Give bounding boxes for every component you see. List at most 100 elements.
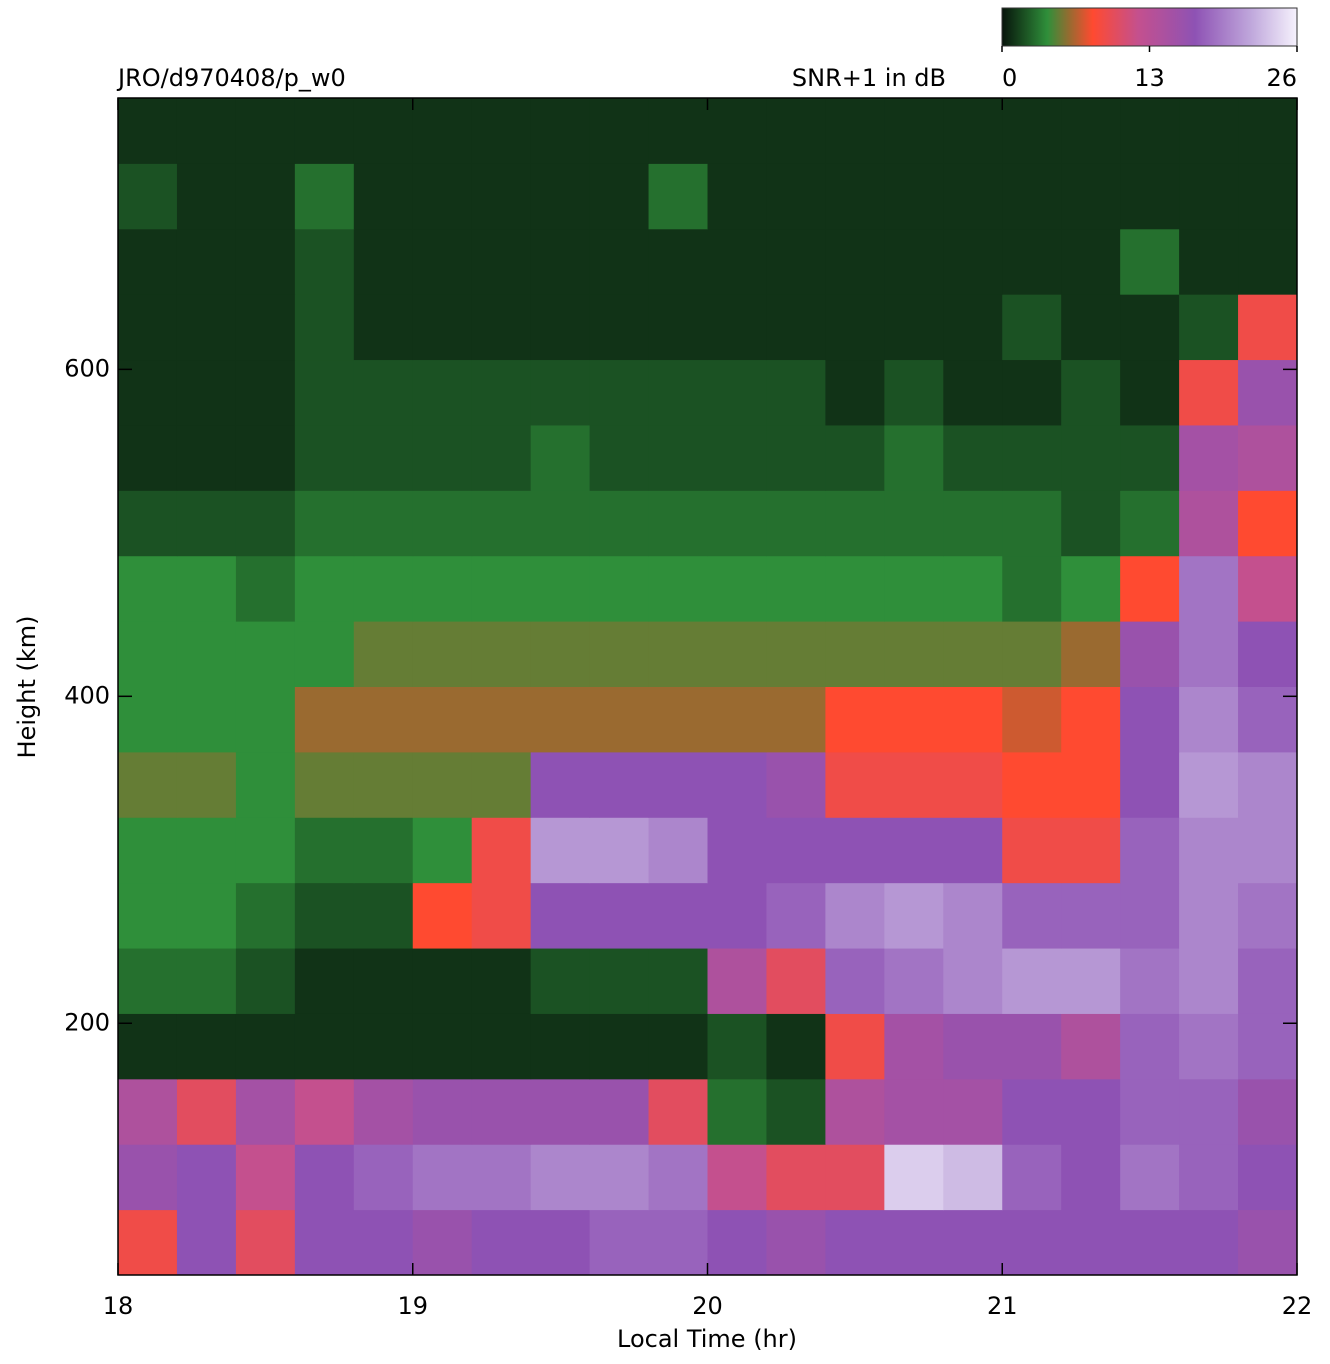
- heat-cell: [884, 752, 943, 818]
- heat-cell: [236, 556, 295, 622]
- heat-cell: [177, 752, 236, 818]
- heat-cell: [943, 883, 1002, 949]
- heat-cell: [118, 621, 177, 687]
- heat-cell: [884, 1013, 943, 1079]
- heat-cell: [943, 425, 1002, 491]
- heat-cell: [531, 621, 590, 687]
- heat-cell: [825, 1210, 884, 1276]
- heat-cell: [472, 1210, 531, 1276]
- y-tick-label: 400: [64, 681, 110, 709]
- heat-cell: [1002, 1210, 1061, 1276]
- heat-cell: [1002, 883, 1061, 949]
- heat-cell: [413, 752, 472, 818]
- heat-cell: [413, 883, 472, 949]
- heat-cell: [118, 817, 177, 883]
- heat-cell: [825, 556, 884, 622]
- heat-cell: [354, 425, 413, 491]
- heat-cell: [649, 1079, 708, 1145]
- heat-cell: [1120, 360, 1179, 426]
- heat-cell: [295, 817, 354, 883]
- heat-cell: [708, 817, 767, 883]
- heat-cell: [825, 687, 884, 753]
- heat-cell: [1179, 98, 1238, 164]
- heat-cell: [1179, 687, 1238, 753]
- heat-cell: [177, 817, 236, 883]
- heat-cell: [1238, 621, 1297, 687]
- heat-cell: [825, 163, 884, 229]
- heat-cell: [1179, 1144, 1238, 1210]
- colorbar: [1002, 8, 1297, 46]
- heat-cell: [943, 1079, 1002, 1145]
- heat-cell: [413, 425, 472, 491]
- heat-cell: [884, 360, 943, 426]
- heat-cell: [354, 98, 413, 164]
- y-axis-label: Height (km): [13, 616, 41, 759]
- heat-cell: [295, 98, 354, 164]
- heat-cell: [1061, 163, 1120, 229]
- heat-cell: [649, 1144, 708, 1210]
- heat-cell: [649, 883, 708, 949]
- heat-cell: [1120, 294, 1179, 360]
- heat-cell: [354, 1210, 413, 1276]
- heat-cell: [1179, 817, 1238, 883]
- heat-cell: [708, 490, 767, 556]
- heat-cell: [1120, 229, 1179, 295]
- heat-cell: [708, 621, 767, 687]
- heat-cell: [1238, 948, 1297, 1014]
- heat-cell: [531, 490, 590, 556]
- heat-cell: [295, 294, 354, 360]
- heat-cell: [177, 556, 236, 622]
- heat-cell: [531, 948, 590, 1014]
- heat-cell: [708, 98, 767, 164]
- heat-cell: [1061, 1079, 1120, 1145]
- heat-cell: [884, 948, 943, 1014]
- x-tick-label: 21: [987, 1292, 1018, 1320]
- heat-cell: [1002, 687, 1061, 753]
- heat-cell: [590, 1144, 649, 1210]
- heat-cell: [1179, 425, 1238, 491]
- y-tick-label: 600: [64, 354, 110, 382]
- heat-cell: [884, 1144, 943, 1210]
- heat-cell: [531, 294, 590, 360]
- heat-cell: [766, 948, 825, 1014]
- heat-cell: [708, 360, 767, 426]
- heat-cell: [295, 1013, 354, 1079]
- heat-cell: [1061, 490, 1120, 556]
- x-tick-label: 20: [692, 1292, 723, 1320]
- heat-cell: [1061, 752, 1120, 818]
- heat-cell: [177, 163, 236, 229]
- heat-cell: [1061, 817, 1120, 883]
- heat-cell: [354, 1013, 413, 1079]
- heat-cell: [1238, 817, 1297, 883]
- heat-cell: [590, 621, 649, 687]
- heat-cell: [472, 98, 531, 164]
- heat-cell: [472, 752, 531, 818]
- heat-cell: [177, 98, 236, 164]
- heat-cell: [472, 621, 531, 687]
- heat-cell: [1061, 1210, 1120, 1276]
- heat-cell: [472, 687, 531, 753]
- heat-cell: [177, 883, 236, 949]
- heat-cell: [354, 163, 413, 229]
- heat-cell: [236, 360, 295, 426]
- heat-cell: [1061, 948, 1120, 1014]
- heat-cell: [766, 490, 825, 556]
- heat-cell: [766, 1013, 825, 1079]
- heat-cell: [413, 817, 472, 883]
- heat-cell: [590, 294, 649, 360]
- heat-cell: [413, 490, 472, 556]
- heat-cell: [1120, 687, 1179, 753]
- heat-cell: [472, 883, 531, 949]
- heat-cell: [590, 1210, 649, 1276]
- heat-cell: [1120, 1079, 1179, 1145]
- heat-cell: [472, 490, 531, 556]
- heat-cell: [943, 1013, 1002, 1079]
- x-tick-label: 18: [103, 1292, 134, 1320]
- heat-cell: [1179, 163, 1238, 229]
- heat-cell: [708, 1079, 767, 1145]
- heat-cell: [590, 556, 649, 622]
- heat-cell: [825, 752, 884, 818]
- heat-cell: [884, 425, 943, 491]
- heat-cell: [1002, 1079, 1061, 1145]
